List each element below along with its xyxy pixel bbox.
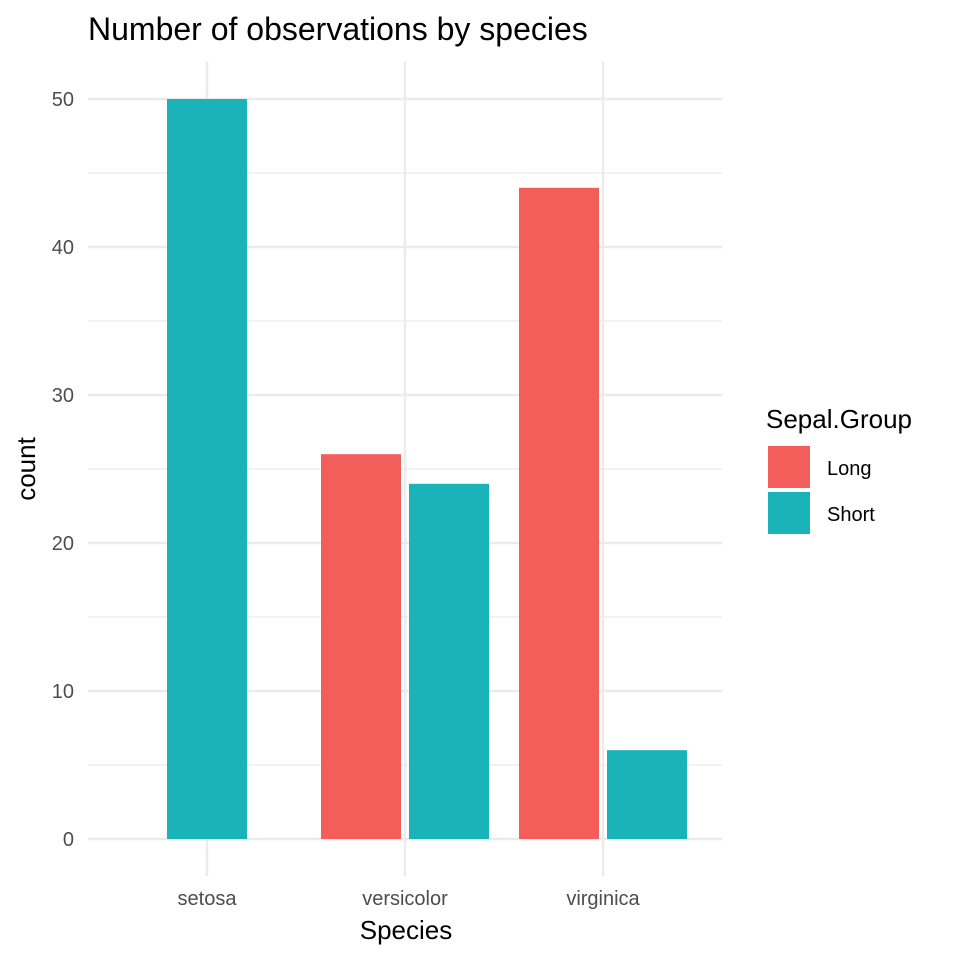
bar-virginica-short <box>607 750 687 839</box>
legend-item-long: Long <box>768 446 872 488</box>
legend-key <box>768 446 810 488</box>
bar-virginica-long <box>519 187 599 840</box>
legend-items: Long Short <box>768 446 875 534</box>
x-tick-label: versicolor <box>362 888 448 910</box>
x-tick-label: setosa <box>178 888 238 910</box>
legend: Sepal.Group Long Short <box>766 404 912 534</box>
y-tick-label: 10 <box>52 681 74 703</box>
y-tick-label: 20 <box>52 533 74 555</box>
y-axis-title: count <box>11 436 41 500</box>
legend-label: Short <box>827 504 875 526</box>
x-tick-label: virginica <box>566 888 640 910</box>
bar-versicolor-short <box>409 483 489 839</box>
legend-item-short: Short <box>768 492 875 534</box>
chart-title: Number of observations by species <box>88 11 588 47</box>
y-tick-label: 30 <box>52 385 74 407</box>
y-tick-label: 40 <box>52 237 74 259</box>
x-axis-ticks: setosa versicolor virginica <box>178 888 641 910</box>
legend-label: Long <box>827 458 872 480</box>
y-axis-ticks: 0 10 20 30 40 50 <box>52 89 74 851</box>
y-tick-label: 50 <box>52 89 74 111</box>
legend-key <box>768 492 810 534</box>
bar-versicolor-long <box>321 454 401 839</box>
bars <box>167 99 687 840</box>
x-axis-title: Species <box>360 915 453 945</box>
legend-title: Sepal.Group <box>766 404 912 434</box>
bar-setosa-short <box>167 99 247 839</box>
y-tick-label: 0 <box>63 829 74 851</box>
